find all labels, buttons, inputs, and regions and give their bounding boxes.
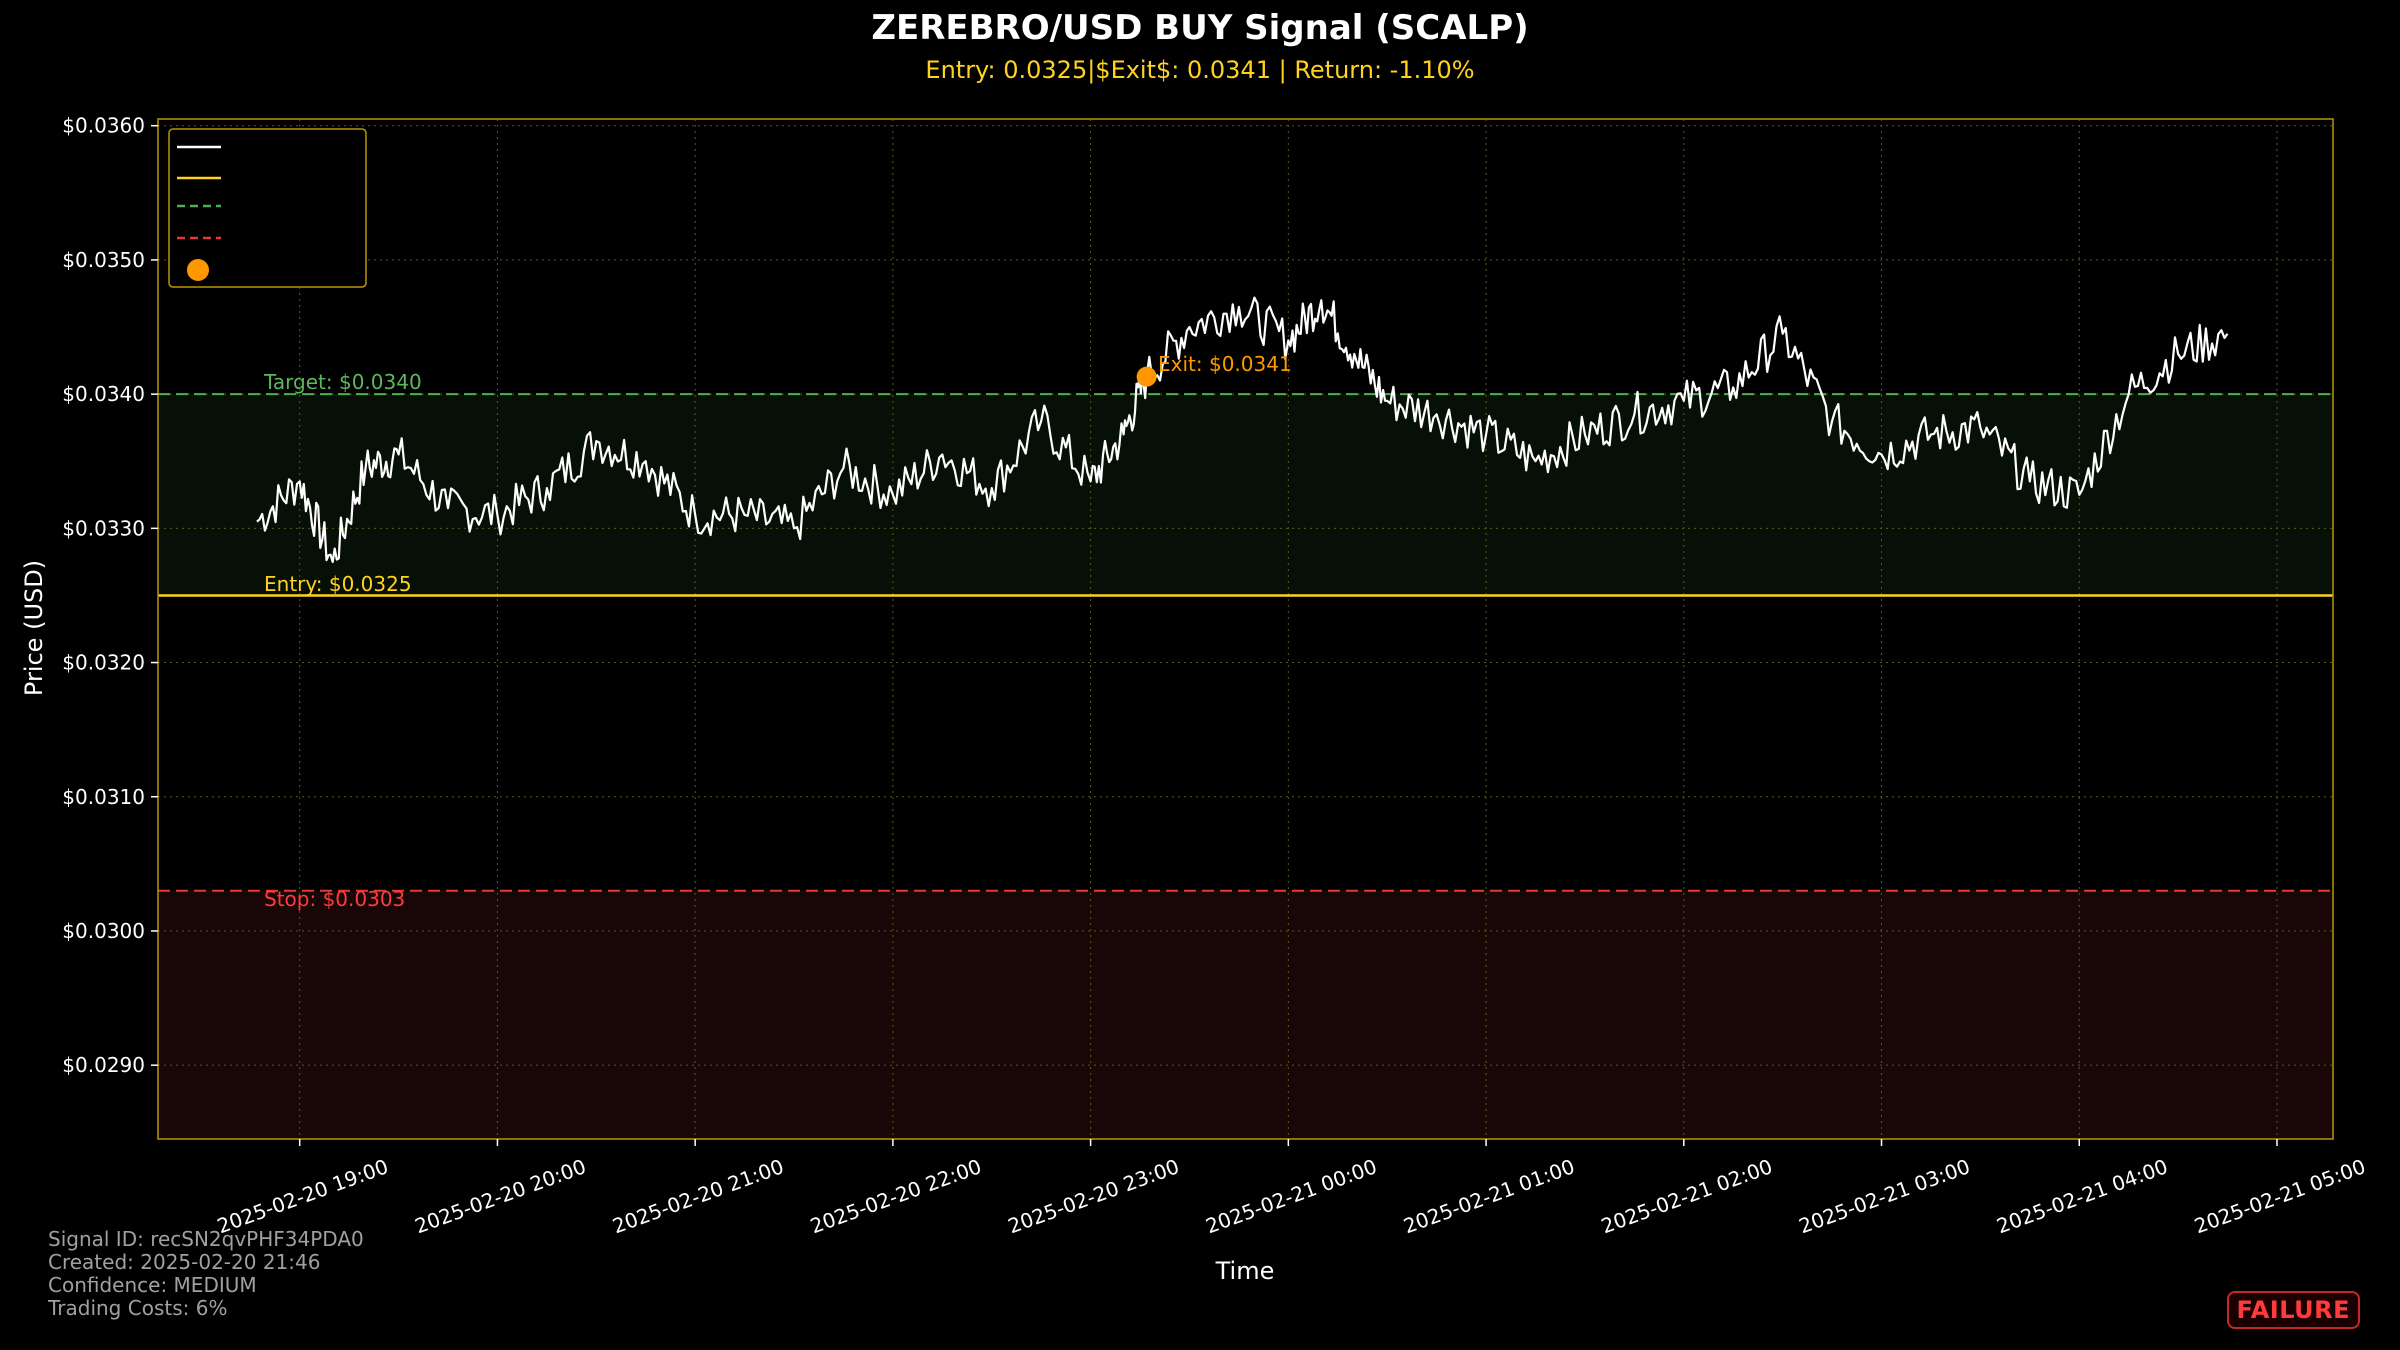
confidence: Confidence: MEDIUM — [48, 1273, 257, 1297]
x-tick-label: 2025-02-21 00:00 — [1202, 1154, 1380, 1238]
loss-zone — [158, 890, 2333, 1139]
plot-frame — [157, 118, 2334, 1140]
trading-costs: Trading Costs: 6% — [48, 1296, 228, 1320]
y-tick-label: $0.0350 — [62, 248, 145, 272]
x-tick-label: 2025-02-20 19:00 — [214, 1154, 392, 1238]
legend — [168, 128, 367, 288]
exit-label: Exit: $0.0341 — [1158, 352, 1292, 376]
status-badge: FAILURE — [2226, 1291, 2360, 1329]
x-tick-label: 2025-02-20 21:00 — [609, 1154, 787, 1238]
signal-id: Signal ID: recSN2qvPHF34PDA0 — [48, 1227, 364, 1251]
x-tick-label: 2025-02-20 20:00 — [412, 1154, 590, 1238]
x-tick-label: 2025-02-21 02:00 — [1598, 1154, 1776, 1238]
x-axis: 2025-02-20 19:00 2025-02-20 20:00 2025-02-… — [214, 1139, 2369, 1238]
y-tick-label: $0.0340 — [62, 382, 145, 406]
signal-info: Signal ID: recSN2qvPHF34PDA0 Created: 20… — [48, 1228, 364, 1320]
x-tick-label: 2025-02-21 05:00 — [2191, 1154, 2369, 1238]
y-axis-label: Price (USD) — [20, 560, 48, 696]
chart-title: ZEREBRO/USD BUY Signal (SCALP) — [871, 8, 1529, 48]
y-tick-label: $0.0300 — [62, 919, 145, 943]
y-tick-label: $0.0320 — [62, 651, 145, 675]
profit-zone — [158, 394, 2333, 596]
exit-marker — [1136, 366, 1157, 387]
target-label: Target: $0.0340 — [263, 370, 422, 394]
y-axis: $0.0290 $0.0300 $0.0310 $0.0320 $0.0330 $0.03… — [62, 114, 158, 1077]
x-tick-label: 2025-02-20 22:00 — [807, 1154, 985, 1238]
chart-subtitle: Entry: 0.0325|$Exit$: 0.0341 | Return: -… — [925, 56, 1475, 84]
x-tick-label: 2025-02-21 04:00 — [1993, 1154, 2171, 1238]
grid-lines — [158, 119, 2333, 1139]
x-axis-label: Time — [1215, 1257, 1275, 1285]
entry-label: Entry: $0.0325 — [264, 572, 412, 596]
y-tick-label: $0.0310 — [62, 785, 145, 809]
y-tick-label: $0.0330 — [62, 516, 145, 540]
price-line — [256, 296, 2229, 563]
markers — [1136, 366, 1157, 387]
legend-box — [168, 128, 367, 288]
level-lines — [158, 393, 2333, 892]
y-tick-label: $0.0290 — [62, 1053, 145, 1077]
plot-border — [157, 118, 2334, 1140]
x-tick-label: 2025-02-21 01:00 — [1400, 1154, 1578, 1238]
x-tick-label: 2025-02-20 23:00 — [1005, 1154, 1183, 1238]
price-series — [256, 296, 2229, 563]
y-tick-label: $0.0360 — [62, 114, 145, 138]
stop-label: Stop: $0.0303 — [264, 887, 405, 911]
created-date: Created: 2025-02-20 21:46 — [48, 1250, 321, 1274]
x-tick-label: 2025-02-21 03:00 — [1796, 1154, 1974, 1238]
legend-swatch-exit — [187, 259, 209, 281]
